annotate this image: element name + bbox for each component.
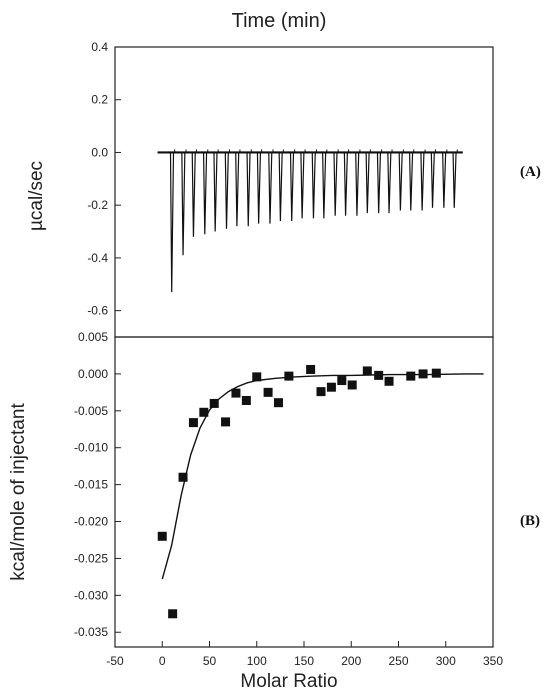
top-y-tick-label: 0.2 (91, 93, 108, 107)
bottom-y-axis-title: kcal/mole of injectant (8, 403, 29, 581)
injection-peak (322, 152, 327, 219)
data-point (241, 395, 251, 405)
data-point (316, 387, 326, 397)
bottom-x-tick-label: 200 (341, 654, 361, 668)
bottom-y-tick-label: -0.010 (74, 441, 108, 455)
injection-peak (398, 152, 403, 211)
injection-peak (191, 152, 196, 237)
injection-peak (268, 152, 273, 224)
bottom-x-tick-label: -50 (106, 654, 124, 668)
injection-peak (246, 152, 251, 227)
data-point (306, 364, 316, 374)
bottom-x-tick-label: 250 (388, 654, 408, 668)
data-point (221, 417, 231, 427)
injection-peak (343, 152, 348, 216)
injection-peak (278, 152, 283, 222)
bottom-x-tick-label: 150 (294, 654, 314, 668)
injection-peak (430, 152, 435, 208)
injection-peak (333, 152, 338, 216)
injection-peak (420, 152, 425, 211)
bottom-y-tick-label: -0.020 (74, 515, 108, 529)
data-point (199, 407, 209, 417)
injection-peak (202, 152, 208, 235)
bottom-y-tick-label: -0.015 (74, 478, 108, 492)
data-point (374, 370, 384, 380)
data-point (347, 380, 357, 390)
injection-peak (181, 152, 186, 256)
injection-peak (169, 152, 175, 293)
data-point (418, 369, 428, 379)
top-y-ticks: 0.4 0.2 0.0 -0.2 -0.4 -0.6 (87, 40, 121, 318)
injection-peak (408, 152, 414, 211)
bottom-y-tick-label: -0.030 (74, 588, 108, 602)
injection-peak (256, 152, 262, 224)
injection-peak (224, 152, 229, 229)
injection-peak (300, 152, 305, 219)
injection-peak (311, 152, 316, 219)
data-point (252, 372, 262, 382)
bottom-y-tick-label: -0.025 (74, 551, 108, 565)
bottom-x-tick-label: 300 (436, 654, 456, 668)
injection-peak (387, 152, 392, 214)
bottom-x-tick-label: 100 (247, 654, 267, 668)
data-point (284, 371, 294, 381)
bottom-y-tick-label: -0.005 (74, 404, 108, 418)
bottom-y-tick-label: 0.000 (78, 367, 108, 381)
data-point (337, 376, 347, 386)
top-y-axis-title: µcal/sec (26, 161, 47, 231)
top-plot-frame (114, 46, 494, 338)
top-x-axis-title: Time (min) (232, 10, 327, 32)
top-y-tick-label: -0.4 (87, 251, 108, 265)
bottom-x-tick-label: 0 (159, 654, 166, 668)
injection-peak (289, 152, 295, 222)
data-point (157, 531, 167, 541)
bottom-x-axis-title: Molar Ratio (240, 671, 337, 692)
data-points (157, 364, 441, 619)
injection-peak (376, 152, 382, 214)
top-y-tick-label: 0.0 (91, 145, 108, 159)
data-point (168, 609, 178, 619)
bottom-y-tick-label: -0.035 (74, 625, 108, 639)
bottom-x-tick-label: 350 (483, 654, 503, 668)
data-point (178, 472, 188, 482)
data-point (431, 368, 441, 378)
data-point (273, 398, 283, 408)
data-point (231, 388, 241, 398)
data-point (188, 418, 198, 428)
bottom-x-tick-label: 50 (203, 654, 217, 668)
injection-peak (213, 152, 218, 232)
data-point (362, 366, 372, 376)
data-point (209, 398, 219, 408)
injection-peak (442, 152, 447, 208)
injection-peak (452, 152, 457, 208)
injection-peak (235, 152, 240, 227)
panel-label-a: (A) (520, 164, 541, 180)
data-point (263, 387, 273, 397)
data-point (326, 382, 336, 392)
data-point (384, 376, 394, 386)
data-point (406, 371, 416, 381)
thermogram (157, 149, 463, 293)
bottom-ticks: 0.005 0.000 -0.005 -0.010 -0.015 -0.020 -0.025… (74, 330, 503, 668)
bottom-plot-frame (114, 336, 494, 648)
panel-label-b: (B) (520, 513, 540, 529)
top-y-tick-label: 0.4 (91, 40, 108, 54)
bottom-y-tick-label: 0.005 (78, 330, 108, 344)
injection-peak (355, 152, 360, 216)
top-y-tick-label: -0.6 (87, 304, 108, 318)
injection-peak (365, 152, 370, 214)
top-y-tick-label: -0.2 (87, 198, 108, 212)
